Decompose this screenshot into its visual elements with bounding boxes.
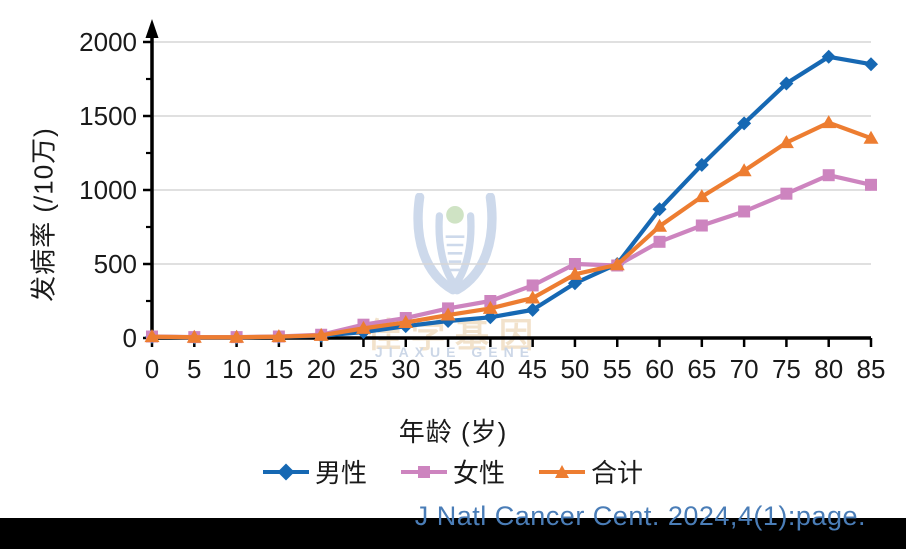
legend-label-female: 女性 — [452, 458, 505, 488]
series-point-total-age-35 — [440, 307, 456, 321]
y-tick-label-1000: 1000 — [79, 175, 137, 205]
series-point-total-age-25 — [355, 320, 371, 334]
y-tick-label-2000: 2000 — [79, 27, 137, 57]
x-tick-label-30: 30 — [391, 354, 420, 384]
series-point-total-age-20 — [313, 327, 329, 341]
x-axis-title: 年龄 (岁) — [398, 417, 508, 447]
series-line-total — [151, 120, 872, 340]
watermark-text-en: JIAXUE GENE — [374, 344, 536, 360]
x-tick-label-5: 5 — [187, 354, 201, 384]
series-point-male-age-65 — [694, 157, 709, 172]
series-point-female-age-60 — [653, 235, 666, 248]
x-tick-label-40: 40 — [476, 354, 505, 384]
series-point-female-age-80 — [822, 169, 835, 182]
legend-marker-total-triangle-icon — [539, 463, 585, 481]
y-tick-label-0: 0 — [123, 323, 137, 353]
series-point-total-age-30 — [398, 314, 414, 328]
legend-item-total: 合计 — [539, 453, 643, 490]
series-point-female-age-85 — [865, 178, 877, 191]
series-point-total-age-65 — [694, 189, 710, 203]
legend-marker-male-diamond-icon — [262, 463, 309, 481]
x-tick-label-50: 50 — [560, 354, 589, 384]
series-point-total-age-5 — [186, 329, 202, 343]
series-point-male-age-85 — [864, 57, 878, 72]
x-tick-label-10: 10 — [222, 354, 251, 384]
chart-legend: 男性 女性 合计 — [0, 453, 906, 490]
x-tick-label-60: 60 — [645, 354, 674, 384]
y-tick-label-1500: 1500 — [79, 101, 137, 131]
watermark-dna-logo-icon — [413, 193, 497, 295]
series-point-female-age-75 — [780, 187, 793, 200]
series-point-total-age-75 — [778, 135, 794, 149]
series-point-female-age-45 — [526, 279, 539, 292]
x-tick-label-45: 45 — [518, 354, 547, 384]
x-tick-label-25: 25 — [349, 354, 378, 384]
series-point-total-age-85 — [863, 130, 879, 144]
x-tick-label-55: 55 — [603, 354, 632, 384]
series-point-total-age-80 — [821, 115, 837, 129]
series-point-female-age-65 — [695, 219, 708, 232]
series-point-male-age-75 — [779, 76, 794, 91]
legend-item-male: 男性 — [262, 453, 367, 490]
series-point-male-age-60 — [652, 202, 667, 217]
series-point-total-age-50 — [567, 266, 583, 280]
x-tick-label-65: 65 — [687, 354, 716, 384]
series-point-total-age-40 — [482, 300, 498, 314]
x-tick-label-75: 75 — [772, 354, 801, 384]
series-point-total-age-60 — [652, 218, 668, 232]
series-point-total-age-45 — [525, 290, 541, 304]
y-tick-label-500: 500 — [94, 249, 137, 279]
series-point-total-age-15 — [271, 329, 287, 343]
x-tick-label-85: 85 — [857, 354, 886, 384]
legend-label-male: 男性 — [314, 458, 367, 488]
legend-label-total: 合计 — [591, 458, 644, 488]
x-tick-label-80: 80 — [814, 354, 843, 384]
x-tick-label-20: 20 — [307, 354, 336, 384]
series-point-male-age-80 — [821, 49, 836, 64]
x-tick-label-15: 15 — [264, 354, 293, 384]
series-point-female-age-70 — [738, 205, 751, 218]
y-axis-arrow-icon — [145, 19, 159, 38]
x-tick-label-35: 35 — [434, 354, 463, 384]
series-point-total-age-55 — [609, 257, 625, 271]
series-point-female-age-50 — [568, 258, 581, 270]
series-point-male-age-45 — [525, 302, 540, 317]
x-tick-label-70: 70 — [730, 354, 759, 384]
bottom-black-bar — [0, 518, 906, 549]
series-point-total-age-70 — [736, 163, 752, 177]
series-point-male-age-70 — [737, 116, 752, 131]
legend-item-female: 女性 — [400, 453, 505, 490]
series-point-total-age-10 — [229, 329, 245, 343]
series-point-total-age-0 — [144, 329, 160, 343]
journal-citation: J Natl Cancer Cent. 2024,4(1):page. — [414, 501, 866, 531]
legend-marker-female-square-icon — [400, 463, 447, 481]
x-tick-label-0: 0 — [145, 354, 159, 384]
